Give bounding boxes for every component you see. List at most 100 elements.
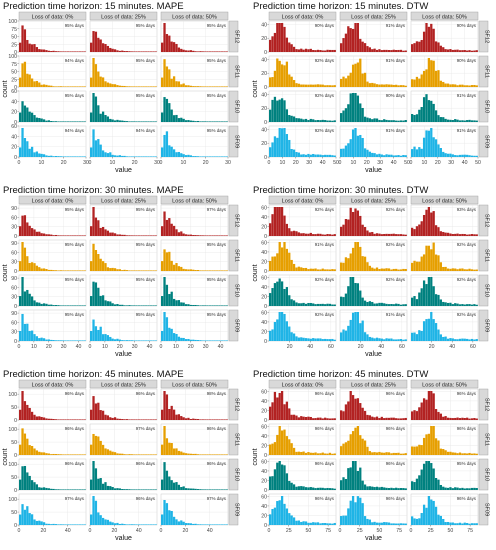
- histogram-bar: [76, 419, 79, 420]
- histogram-bar: [387, 120, 391, 122]
- histogram-bar: [208, 340, 212, 341]
- histogram-bar: [430, 391, 433, 420]
- histogram-bar: [380, 268, 383, 271]
- x-axis-title: value: [115, 535, 132, 542]
- panel-annotation: 91% days: [386, 312, 406, 317]
- histogram-bar: [351, 496, 355, 525]
- histogram-bar: [69, 454, 72, 455]
- histogram-bar: [413, 146, 416, 157]
- histogram-bar: [137, 489, 141, 490]
- histogram-bar: [213, 51, 216, 52]
- histogram-bar: [187, 338, 190, 341]
- histogram-bar: [21, 391, 24, 420]
- histogram-bar: [199, 121, 202, 122]
- histogram-bar: [59, 235, 62, 236]
- row-strip-label: SF12: [234, 30, 240, 43]
- histogram-bar: [33, 414, 36, 420]
- histogram-bar: [180, 337, 183, 341]
- histogram-bar: [439, 231, 442, 236]
- histogram-bar: [422, 214, 426, 236]
- y-tick-label: 0: [264, 304, 267, 310]
- histogram-bar: [64, 419, 67, 420]
- histogram-bar: [121, 419, 124, 420]
- histogram-bar: [223, 305, 226, 306]
- histogram-bar: [395, 234, 398, 236]
- histogram-bar: [314, 522, 317, 525]
- histogram-bar: [456, 523, 459, 525]
- histogram-bar: [475, 155, 478, 157]
- histogram-bar: [395, 268, 398, 271]
- histogram-bar: [273, 469, 277, 490]
- row-strip-label: SF09: [484, 135, 490, 148]
- histogram-bar: [204, 454, 207, 455]
- histogram-bar: [475, 304, 478, 306]
- histogram-bar: [145, 235, 148, 236]
- histogram-bar: [344, 108, 348, 122]
- histogram-bar: [192, 86, 195, 87]
- histogram-bar: [199, 235, 202, 236]
- histogram-bar: [135, 489, 138, 490]
- x-tick-label: 0: [160, 528, 163, 534]
- column-strip-label: Loss of data: 0%: [32, 198, 74, 204]
- histogram-bar: [295, 118, 298, 122]
- histogram-bar: [314, 120, 317, 122]
- histogram-bar: [135, 524, 138, 525]
- histogram-bar: [292, 300, 296, 306]
- histogram-bar: [30, 514, 34, 525]
- histogram-bar: [402, 339, 405, 341]
- facet-panel: 96% days: [89, 493, 158, 526]
- histogram-bar: [154, 340, 157, 341]
- histogram-bar: [69, 51, 72, 52]
- histogram-bar: [161, 42, 164, 52]
- histogram-bar: [385, 154, 388, 157]
- histogram-bar: [324, 523, 327, 525]
- histogram-bar: [422, 97, 426, 122]
- histogram-bar: [271, 443, 274, 455]
- histogram-bar: [454, 49, 457, 52]
- histogram-bar: [218, 51, 221, 52]
- histogram-bar: [145, 419, 148, 420]
- histogram-bar: [307, 416, 310, 420]
- histogram-bar: [312, 119, 315, 122]
- histogram-bar: [418, 224, 421, 236]
- histogram-bar: [470, 304, 474, 306]
- histogram-bar: [302, 49, 305, 52]
- histogram-bar: [130, 51, 133, 52]
- panel-annotation: 94% days: [65, 58, 85, 63]
- histogram-bar: [326, 453, 329, 455]
- row-strip-label: SF11: [234, 65, 240, 78]
- x-tick-label: 25: [357, 528, 363, 534]
- histogram-bar: [439, 448, 442, 455]
- histogram-bar: [137, 86, 141, 87]
- histogram-bar: [52, 156, 55, 157]
- histogram-bar: [118, 304, 121, 306]
- row-strip: [228, 204, 239, 237]
- histogram-bar: [399, 85, 403, 87]
- histogram-bar: [28, 293, 31, 306]
- histogram-bar: [125, 121, 129, 122]
- histogram-bar: [437, 144, 440, 157]
- histogram-bar: [165, 252, 169, 271]
- histogram-bar: [278, 99, 281, 122]
- row-strip-label: SF10: [234, 284, 240, 297]
- histogram-bar: [187, 154, 190, 157]
- histogram-bar: [271, 36, 274, 52]
- histogram-bar: [397, 418, 400, 420]
- histogram-bar: [328, 154, 332, 157]
- facet-panel: 96% days: [160, 458, 229, 491]
- histogram-bar: [468, 488, 471, 490]
- histogram-bar: [304, 154, 308, 157]
- panel-annotation: 95% days: [136, 58, 156, 63]
- histogram-bar: [116, 85, 119, 87]
- histogram-bar: [52, 453, 55, 455]
- histogram-bar: [356, 62, 360, 87]
- facet-panel: 96% days: [339, 458, 408, 491]
- y-tick-label: 60: [11, 285, 17, 291]
- histogram-bar: [449, 338, 452, 341]
- histogram-bar: [422, 321, 426, 341]
- histogram-bar: [434, 110, 438, 122]
- y-tick-label: 0: [264, 269, 267, 275]
- histogram-bar: [59, 340, 62, 341]
- histogram-bar: [312, 234, 315, 236]
- histogram-bar: [128, 419, 131, 420]
